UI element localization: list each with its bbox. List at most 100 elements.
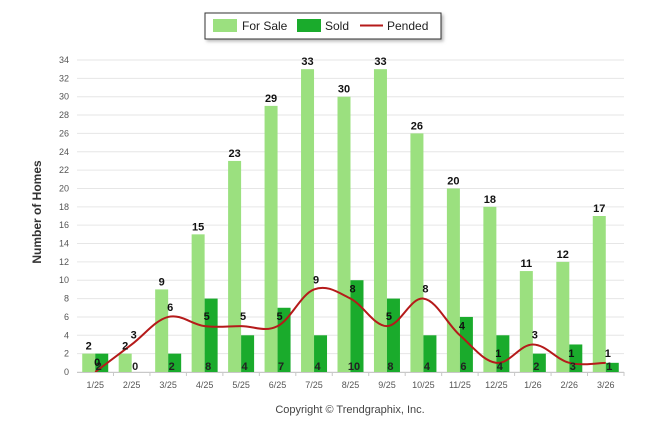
label-for-sale: 11 [521, 258, 533, 270]
label-for-sale: 29 [265, 93, 277, 105]
legend-swatch-for-sale [213, 19, 237, 32]
bar-sold [204, 298, 218, 372]
bar-for-sale [228, 160, 242, 372]
label-sold: 2 [96, 361, 102, 373]
label-for-sale: 30 [338, 84, 350, 96]
bar-for-sale [264, 105, 278, 372]
label-pended: 1 [495, 348, 501, 360]
x-tick-label: 6/25 [269, 380, 287, 390]
legend-label-pended: Pended [387, 19, 428, 33]
label-pended: 5 [386, 311, 392, 323]
bars [82, 69, 619, 373]
bar-sold [350, 280, 364, 372]
y-tick-label: 2 [64, 349, 69, 359]
pended-line-layer [94, 286, 606, 373]
bar-sold [423, 335, 437, 372]
y-tick-label: 14 [59, 239, 69, 249]
label-sold: 3 [570, 361, 576, 373]
bar-for-sale [483, 206, 497, 372]
label-pended: 5 [277, 311, 283, 323]
label-for-sale: 9 [159, 276, 165, 288]
label-for-sale: 26 [411, 120, 423, 132]
legend-swatch-sold [297, 19, 321, 32]
label-for-sale: 33 [374, 56, 386, 68]
label-sold: 4 [497, 361, 504, 373]
y-tick-label: 24 [59, 147, 69, 157]
bar-sold [532, 353, 546, 372]
y-tick-label: 22 [59, 165, 69, 175]
y-tick-label: 28 [59, 110, 69, 120]
bar-sold [605, 362, 619, 372]
copyright-credit: Copyright © Trendgraphix, Inc. [275, 404, 424, 416]
x-tick-label: 3/25 [159, 380, 177, 390]
label-sold: 10 [348, 361, 360, 373]
label-for-sale: 17 [593, 203, 605, 215]
bar-for-sale [410, 133, 424, 372]
y-tick-label: 10 [59, 275, 69, 285]
bar-for-sale [446, 188, 460, 372]
bar-for-sale [556, 261, 570, 372]
x-tick-label: 11/25 [449, 380, 471, 390]
data-labels: 2220921582342973343010338264206184112123… [86, 56, 613, 373]
x-tick-label: 1/26 [524, 380, 542, 390]
y-tick-label: 20 [59, 183, 69, 193]
y-tick-label: 30 [59, 92, 69, 102]
bar-sold [168, 353, 182, 372]
label-for-sale: 20 [447, 175, 459, 187]
x-tick-label: 2/25 [123, 380, 141, 390]
y-tick-label: 34 [59, 55, 69, 65]
label-pended: 3 [131, 329, 137, 341]
label-pended: 1 [568, 348, 574, 360]
y-tick-label: 18 [59, 202, 69, 212]
bar-sold [95, 353, 109, 372]
label-sold: 1 [606, 361, 612, 373]
bar-for-sale [301, 69, 315, 373]
bar-for-sale [337, 96, 351, 373]
bar-for-sale [191, 234, 205, 372]
legend-label-for-sale: For Sale [242, 19, 288, 33]
y-tick-label: 12 [59, 257, 69, 267]
x-tick-label: 9/25 [378, 380, 396, 390]
label-sold: 2 [169, 361, 175, 373]
y-tick-label: 16 [59, 220, 69, 230]
label-pended: 0 [94, 357, 100, 369]
x-tick-label: 10/25 [412, 380, 435, 390]
bar-for-sale [155, 289, 169, 372]
x-tick-label: 2/26 [561, 380, 579, 390]
label-for-sale: 15 [192, 221, 204, 233]
label-sold: 6 [460, 361, 466, 373]
bar-sold [314, 335, 328, 372]
y-tick-label: 6 [64, 312, 69, 322]
label-for-sale: 23 [228, 148, 240, 160]
label-sold: 4 [314, 361, 321, 373]
bar-for-sale [118, 353, 132, 372]
label-pended: 5 [240, 311, 246, 323]
legend-label-sold: Sold [325, 19, 349, 33]
label-pended: 4 [459, 320, 466, 332]
bar-sold [569, 344, 583, 372]
y-tick-label: 8 [64, 294, 69, 304]
label-pended: 8 [422, 284, 428, 296]
label-pended: 5 [204, 311, 210, 323]
x-tick-label: 8/25 [342, 380, 360, 390]
bar-for-sale [373, 69, 387, 373]
bar-sold [459, 316, 473, 372]
bar-for-sale [592, 216, 606, 372]
label-sold: 8 [387, 361, 393, 373]
x-tick-label: 5/25 [232, 380, 250, 390]
bar-for-sale [519, 271, 533, 372]
label-pended: 8 [349, 284, 355, 296]
label-for-sale: 12 [557, 249, 569, 261]
label-sold: 2 [533, 361, 539, 373]
legend-box [204, 12, 442, 40]
label-for-sale: 33 [301, 56, 313, 68]
label-sold: 7 [278, 361, 284, 373]
x-tick-label: 7/25 [305, 380, 323, 390]
pended-line [94, 286, 606, 373]
label-for-sale: 2 [122, 341, 128, 353]
bar-for-sale [82, 353, 96, 372]
legend: For Sale Sold Pended [204, 12, 442, 40]
